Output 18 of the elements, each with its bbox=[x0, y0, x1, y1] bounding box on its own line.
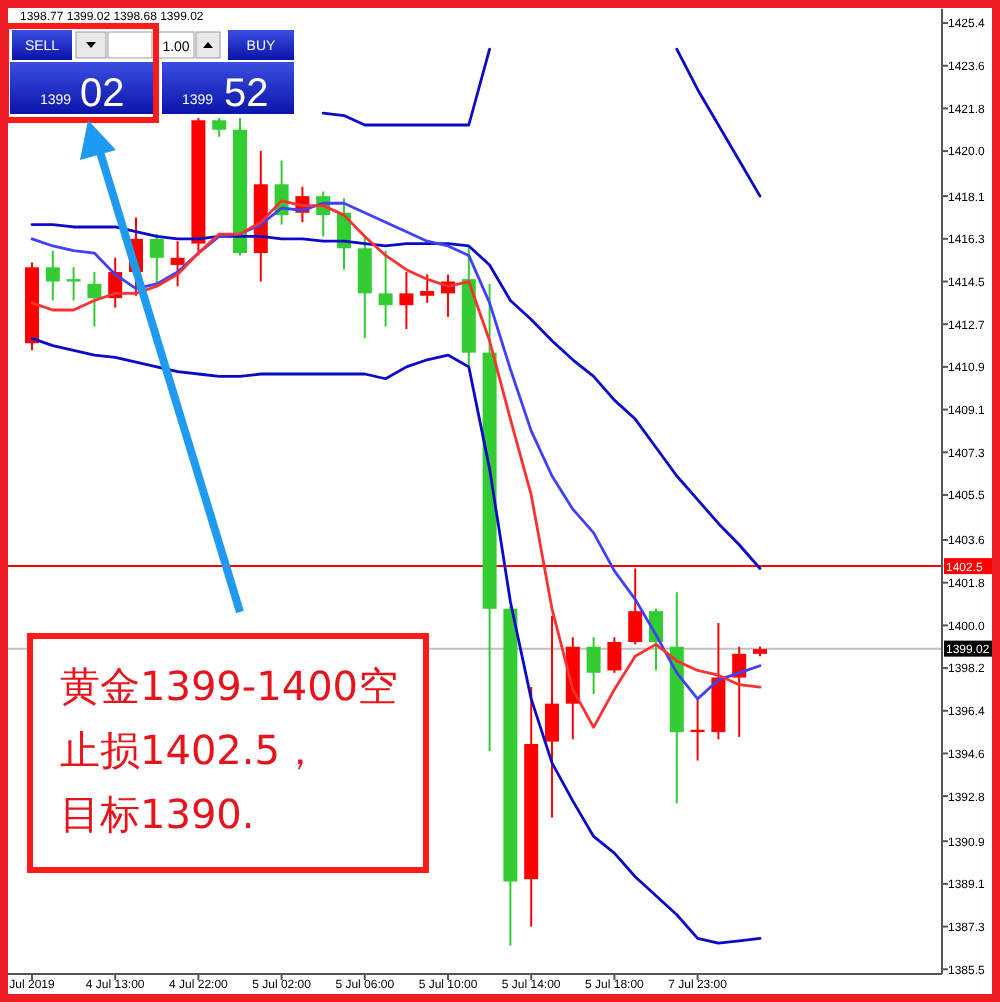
annotation: 目标1390. bbox=[60, 790, 255, 838]
candlestick bbox=[420, 273, 435, 304]
candlestick bbox=[66, 266, 81, 302]
candlestick bbox=[149, 233, 164, 288]
candlestick bbox=[45, 249, 60, 302]
candlestick bbox=[399, 271, 414, 330]
candlestick bbox=[212, 116, 227, 138]
annotation: 52 bbox=[224, 72, 269, 116]
candlestick bbox=[87, 271, 102, 328]
annotation: 黄金1399-1400空 bbox=[60, 662, 399, 710]
candlestick bbox=[378, 249, 393, 328]
candlestick bbox=[607, 636, 622, 674]
candlestick bbox=[357, 235, 372, 340]
annotation: 02 bbox=[80, 72, 125, 116]
candlestick bbox=[170, 240, 185, 288]
annotation: 止损1402.5， bbox=[60, 726, 320, 774]
candlestick bbox=[586, 636, 601, 696]
candlestick bbox=[545, 614, 559, 819]
